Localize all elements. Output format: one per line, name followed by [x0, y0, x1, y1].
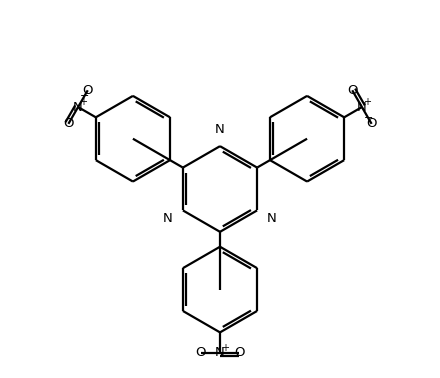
- Text: N: N: [267, 212, 277, 226]
- Text: −: −: [80, 91, 89, 101]
- Text: O: O: [367, 117, 377, 130]
- Text: O: O: [195, 346, 206, 359]
- Text: O: O: [347, 84, 357, 97]
- Text: −: −: [203, 348, 212, 358]
- Text: N: N: [163, 212, 173, 226]
- Text: +: +: [79, 97, 87, 107]
- Text: O: O: [83, 84, 93, 97]
- Text: N: N: [357, 101, 367, 113]
- Text: −: −: [363, 113, 373, 123]
- Text: +: +: [363, 97, 371, 107]
- Text: N: N: [215, 122, 225, 136]
- Text: +: +: [221, 343, 229, 353]
- Text: N: N: [215, 346, 225, 359]
- Text: N: N: [73, 101, 83, 113]
- Text: O: O: [63, 117, 73, 130]
- Text: O: O: [234, 346, 245, 359]
